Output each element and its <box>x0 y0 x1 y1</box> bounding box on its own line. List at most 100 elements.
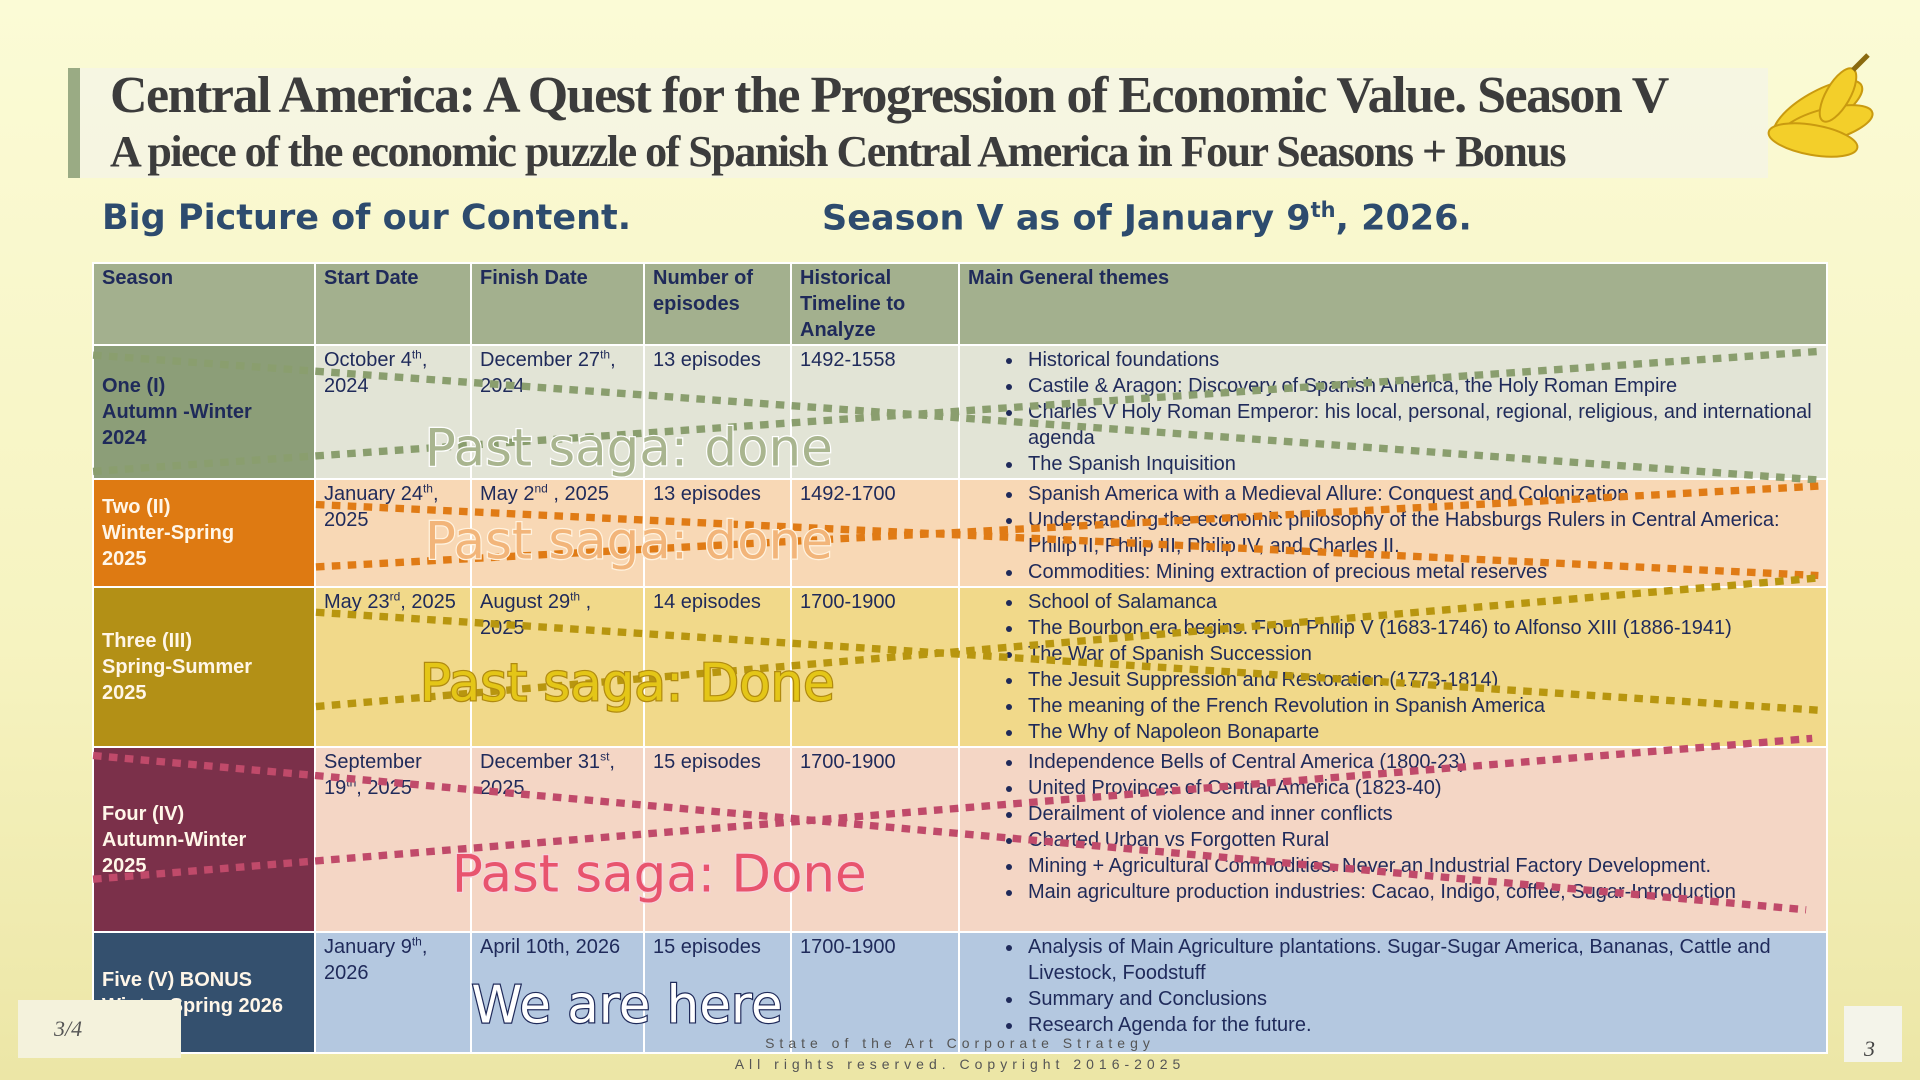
date-text: December 31 <box>480 751 601 773</box>
column-header: Historical Timeline to Analyze <box>790 262 960 346</box>
episodes-cell: 13 episodes <box>643 478 792 588</box>
theme-item: The Why of Napoleon Bonaparte <box>1024 719 1818 745</box>
season-line: 2025 <box>102 548 147 570</box>
date-tail: , 2025 <box>547 483 609 505</box>
season-line: One (I) <box>102 375 166 397</box>
date-suffix: th <box>346 775 357 790</box>
episodes-cell: 13 episodes <box>643 344 792 480</box>
theme-item: United Provinces of Central America (182… <box>1024 775 1818 801</box>
status-heading: Season V as of January 9th, 2026. <box>822 198 1472 239</box>
theme-item: Analysis of Main Agriculture plantations… <box>1024 934 1818 986</box>
date-suffix: th <box>411 347 422 362</box>
date-cell: January 24th, 2025 <box>314 478 472 588</box>
date-cell: September 19th, 2025 <box>314 746 472 933</box>
date-cell: May 2nd , 2025 <box>470 478 645 588</box>
date-cell: May 23rd, 2025 <box>314 586 472 748</box>
date-cell: December 27th, 2024 <box>470 344 645 480</box>
subtitle: A piece of the economic puzzle of Spanis… <box>110 127 1566 176</box>
date-suffix: th <box>411 934 422 949</box>
title-band <box>68 68 1768 178</box>
date-cell: December 31st, 2025 <box>470 746 645 933</box>
theme-item: Charles V Holy Roman Emperor: his local,… <box>1024 399 1818 451</box>
date-suffix: st <box>600 749 610 764</box>
date-text: October 4 <box>324 349 412 371</box>
counter-box <box>18 1000 181 1058</box>
title: Central America: A Quest for the Progres… <box>110 67 1669 124</box>
column-header: Main General themes <box>958 262 1828 346</box>
date-tail: , 2026 <box>324 936 428 984</box>
date-text: January 9 <box>324 936 412 958</box>
column-header: Finish Date <box>470 262 645 346</box>
timeline-cell: 1492-1558 <box>790 344 960 480</box>
theme-item: School of Salamanca <box>1024 589 1818 615</box>
date-suffix: rd <box>389 589 401 604</box>
theme-item: The War of Spanish Succession <box>1024 641 1818 667</box>
date-tail: , 2025 <box>400 591 456 613</box>
timeline-cell: 1700-1900 <box>790 931 960 1054</box>
footer-line: State of the Art Corporate Strategy <box>765 1035 1155 1051</box>
season-line: 2025 <box>102 682 147 704</box>
theme-item: Main agriculture production industries: … <box>1024 879 1818 905</box>
theme-item: The Spanish Inquisition <box>1024 451 1818 477</box>
page-number: 3 <box>1864 1036 1875 1061</box>
season-line: Four (IV) <box>102 802 185 825</box>
season-cell: Three (III) Spring-Summer 2025 <box>92 586 316 748</box>
season-cell: One (I) Autumn -Winter 2024 <box>92 344 316 480</box>
date-cell: April 10th, 2026 <box>470 931 645 1054</box>
season-line: Spring-Summer <box>102 656 253 678</box>
date-cell: January 9th, 2026 <box>314 931 472 1054</box>
season-cell: Four (IV) Autumn-Winter 2025 <box>92 746 316 933</box>
themes-cell: Independence Bells of Central America (1… <box>958 746 1828 933</box>
episodes-cell: 14 episodes <box>643 586 792 748</box>
themes-list: Analysis of Main Agriculture plantations… <box>968 934 1818 1038</box>
theme-item: Castile & Aragon: Discovery of Spanish A… <box>1024 373 1818 399</box>
theme-item: Research Agenda for the future. <box>1024 1012 1818 1038</box>
column-header: Season <box>92 262 316 346</box>
date-cell: October 4th, 2024 <box>314 344 472 480</box>
theme-item: Commodities: Mining extraction of precio… <box>1024 559 1818 585</box>
themes-list: Independence Bells of Central America (1… <box>968 749 1818 905</box>
themes-list: Spanish America with a Medieval Allure: … <box>968 481 1818 585</box>
date-cell: August 29th , 2025 <box>470 586 645 748</box>
slide-counter: 3/4 <box>54 1016 83 1041</box>
date-text: April 10th, 2026 <box>480 936 621 958</box>
theme-item: The meaning of the French Revolution in … <box>1024 693 1818 719</box>
themes-list: Historical foundationsCastile & Aragon: … <box>968 347 1818 477</box>
date-text: December 27 <box>480 349 601 371</box>
date-text: August 29 <box>480 591 571 613</box>
title-accent-bar <box>68 68 80 178</box>
episodes-cell: 15 episodes <box>643 931 792 1054</box>
season-row: Two (II) Winter-Spring 2025 January 24th, 2… <box>92 478 1828 588</box>
episodes-cell: 15 episodes <box>643 746 792 933</box>
themes-cell: School of SalamancaThe Bourbon era begin… <box>958 586 1828 748</box>
themes-cell: Analysis of Main Agriculture plantations… <box>958 931 1828 1054</box>
season-line: Winter-Spring <box>102 522 235 544</box>
timeline-cell: 1700-1900 <box>790 746 960 933</box>
season-row: One (I) Autumn -Winter 2024 October 4th, 20… <box>92 344 1828 480</box>
header-row: Season Start Date Finish Date Number of epi… <box>92 262 1828 346</box>
season-line: 2024 <box>102 427 147 449</box>
timeline-cell: 1700-1900 <box>790 586 960 748</box>
date-tail: , 2025 <box>356 777 412 799</box>
season-line: Three (III) <box>102 630 193 652</box>
heading-tail: , 2026. <box>1335 198 1472 239</box>
date-suffix: th <box>422 481 433 496</box>
heading-text: Season V as of January 9 <box>822 198 1311 239</box>
date-suffix: nd <box>534 481 548 496</box>
date-text: May 2 <box>480 483 535 505</box>
seasons-table: Season Start Date Finish Date Number of epi… <box>92 262 1828 1054</box>
themes-cell: Historical foundationsCastile & Aragon: … <box>958 344 1828 480</box>
banana-image <box>1767 53 1874 158</box>
date-suffix: th <box>570 589 581 604</box>
theme-item: Historical foundations <box>1024 347 1818 373</box>
season-line: Autumn-Winter <box>102 828 247 851</box>
theme-item: Derailment of violence and inner conflic… <box>1024 801 1818 827</box>
column-header: Start Date <box>314 262 472 346</box>
theme-item: Summary and Conclusions <box>1024 986 1818 1012</box>
season-row: Three (III) Spring-Summer 2025 May 23rd, 20… <box>92 586 1828 748</box>
theme-item: Charted Urban vs Forgotten Rural <box>1024 827 1818 853</box>
season-line: Two (II) <box>102 496 171 518</box>
theme-item: Understanding the economic philosophy of… <box>1024 507 1818 559</box>
footer-line: All rights reserved. Copyright 2016-2025 <box>734 1056 1186 1072</box>
